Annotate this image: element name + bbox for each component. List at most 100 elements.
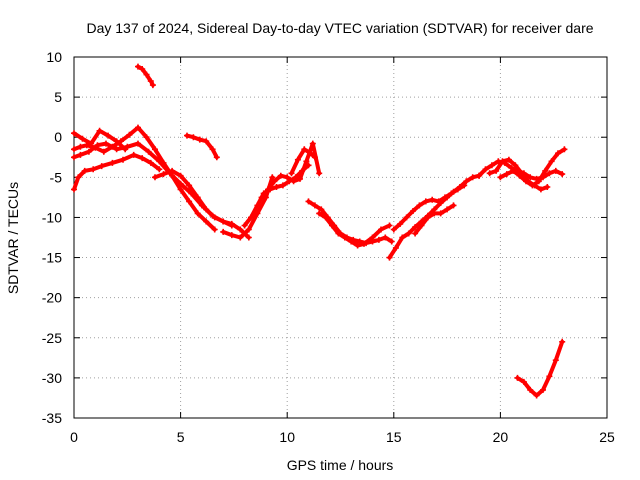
data-point — [297, 175, 303, 182]
data-point — [505, 156, 512, 163]
data-point — [535, 178, 542, 185]
data-point — [177, 180, 184, 187]
data-point — [98, 163, 105, 170]
data-point — [405, 230, 412, 237]
data-point — [546, 170, 553, 177]
data-point — [71, 130, 77, 137]
data-point — [190, 134, 197, 141]
data-point — [392, 244, 399, 251]
data-point — [228, 232, 235, 239]
data-point — [213, 154, 220, 161]
data-point — [399, 234, 406, 241]
data-point — [309, 140, 316, 147]
data-point — [454, 186, 461, 193]
plot-area — [73, 56, 608, 419]
data-point — [156, 158, 163, 165]
data-point — [463, 178, 470, 185]
data-point — [303, 158, 310, 165]
data-point — [258, 194, 265, 201]
y-tick-label: 0 — [54, 129, 62, 145]
data-point — [482, 166, 489, 173]
data-point — [548, 158, 555, 165]
data-point — [211, 226, 218, 233]
data-point — [390, 226, 397, 233]
data-point — [503, 171, 510, 178]
grid — [74, 57, 607, 418]
data-point — [410, 208, 416, 214]
data-point — [220, 218, 227, 225]
data-point — [135, 63, 141, 70]
series-line — [72, 152, 162, 192]
data-point — [228, 220, 235, 227]
data-point — [149, 82, 156, 89]
data-point — [143, 134, 150, 141]
data-point — [130, 151, 137, 158]
data-point — [448, 190, 455, 197]
data-point — [348, 238, 355, 245]
data-point — [450, 202, 457, 209]
data-point — [203, 218, 210, 225]
data-point — [542, 167, 549, 174]
x-tick-label: 20 — [493, 429, 509, 445]
data-point — [422, 198, 429, 205]
data-point — [169, 167, 176, 174]
data-point — [152, 174, 158, 181]
data-point — [269, 174, 276, 181]
data-point — [85, 148, 92, 155]
data-point — [540, 386, 546, 393]
data-point — [444, 206, 451, 213]
data-point — [284, 174, 291, 181]
data-point — [147, 78, 154, 85]
x-tick-label: 25 — [599, 429, 615, 445]
data-point — [510, 167, 517, 174]
data-point — [403, 214, 410, 221]
data-point — [237, 226, 244, 233]
data-point — [100, 148, 107, 155]
data-point — [561, 146, 568, 153]
data-point — [424, 214, 431, 221]
data-point — [369, 234, 376, 241]
data-point — [499, 158, 506, 165]
data-point — [488, 162, 495, 169]
data-point — [220, 228, 227, 235]
data-point — [186, 182, 193, 189]
data-point — [461, 182, 468, 189]
series-line — [387, 173, 482, 260]
x-axis: 0 5 10 15 20 25 — [70, 57, 615, 445]
series-line — [221, 175, 275, 240]
data-point — [559, 171, 566, 178]
data-point — [552, 167, 559, 174]
data-point — [241, 222, 248, 229]
x-tick-label: 10 — [279, 429, 295, 445]
data-point — [279, 182, 286, 189]
data-point — [265, 186, 271, 193]
x-tick-label: 15 — [386, 429, 402, 445]
data-point — [126, 131, 133, 138]
data-point — [105, 132, 112, 139]
data-point — [77, 143, 84, 150]
data-point — [497, 174, 504, 181]
data-point — [71, 186, 77, 193]
data-point — [186, 198, 193, 205]
data-point — [135, 124, 141, 131]
data-point — [316, 210, 323, 217]
data-point — [81, 167, 88, 174]
data-point — [512, 162, 519, 169]
data-point — [88, 140, 95, 147]
data-point — [437, 210, 444, 217]
series-line — [515, 339, 565, 398]
data-point — [271, 178, 278, 185]
data-point — [139, 155, 146, 162]
data-point — [156, 166, 163, 173]
chart-title: Day 137 of 2024, Sidereal Day-to-day VTE… — [86, 20, 593, 36]
data-point — [113, 146, 120, 153]
data-point — [184, 132, 190, 139]
data-point — [294, 156, 301, 163]
data-point — [245, 234, 252, 241]
data-point — [113, 138, 120, 145]
data-point — [288, 170, 295, 177]
data-point — [525, 178, 532, 185]
y-tick-label: -35 — [42, 410, 62, 426]
data-point — [152, 146, 158, 153]
